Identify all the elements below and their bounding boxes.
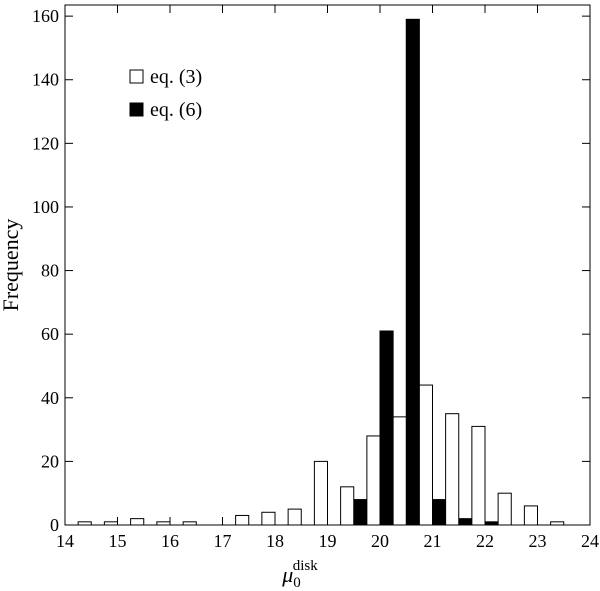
- y-tick-label: 80: [41, 261, 59, 281]
- x-tick-label: 16: [161, 531, 179, 551]
- legend-swatch: [129, 69, 144, 84]
- bar: [523, 505, 538, 526]
- x-tick-label: 20: [371, 531, 389, 551]
- bar: [340, 486, 355, 526]
- x-tick-label: 17: [214, 531, 232, 551]
- x-tick-label: 19: [319, 531, 337, 551]
- bar: [261, 511, 276, 526]
- y-tick-label: 20: [41, 451, 59, 471]
- y-tick-label: 160: [32, 6, 59, 26]
- bar: [471, 425, 486, 526]
- x-tick-label: 18: [266, 531, 284, 551]
- y-tick-label: 0: [50, 515, 59, 535]
- bar: [379, 330, 394, 526]
- x-tick-label: 24: [581, 531, 599, 551]
- bar: [313, 460, 328, 526]
- bar: [366, 435, 381, 526]
- legend-label: eq. (3): [150, 66, 202, 88]
- y-tick-label: 120: [32, 133, 59, 153]
- bar: [405, 18, 420, 526]
- bar: [156, 521, 171, 526]
- bar: [77, 521, 92, 526]
- y-tick-label: 40: [41, 388, 59, 408]
- x-tick-label: 23: [529, 531, 547, 551]
- x-tick-label: 22: [476, 531, 494, 551]
- plot-frame: [64, 4, 591, 526]
- bar: [484, 521, 499, 526]
- bar: [432, 499, 447, 526]
- y-tick-label: 100: [32, 197, 59, 217]
- bar: [130, 518, 145, 526]
- x-axis-label: μ0disk: [281, 558, 318, 591]
- bar: [392, 416, 407, 526]
- x-label-sup: disk: [293, 558, 319, 574]
- y-axis-label: Frequency: [0, 219, 23, 312]
- bar: [182, 521, 197, 526]
- bar: [353, 499, 368, 526]
- bar: [235, 514, 250, 526]
- x-tick-label: 15: [109, 531, 127, 551]
- bar: [445, 413, 460, 526]
- bar: [497, 492, 512, 526]
- y-tick-label: 140: [32, 70, 59, 90]
- bar: [550, 521, 565, 526]
- x-label-symbol: μ: [281, 562, 293, 587]
- bar: [287, 508, 302, 526]
- legend-label: eq. (6): [150, 99, 202, 121]
- x-tick-label: 21: [424, 531, 442, 551]
- bar: [418, 384, 433, 526]
- y-tick-label: 60: [41, 324, 59, 344]
- x-label-sub: 0: [293, 575, 301, 591]
- x-tick-label: 14: [56, 531, 74, 551]
- legend-swatch: [129, 102, 144, 117]
- bar: [103, 521, 118, 526]
- bar: [458, 518, 473, 526]
